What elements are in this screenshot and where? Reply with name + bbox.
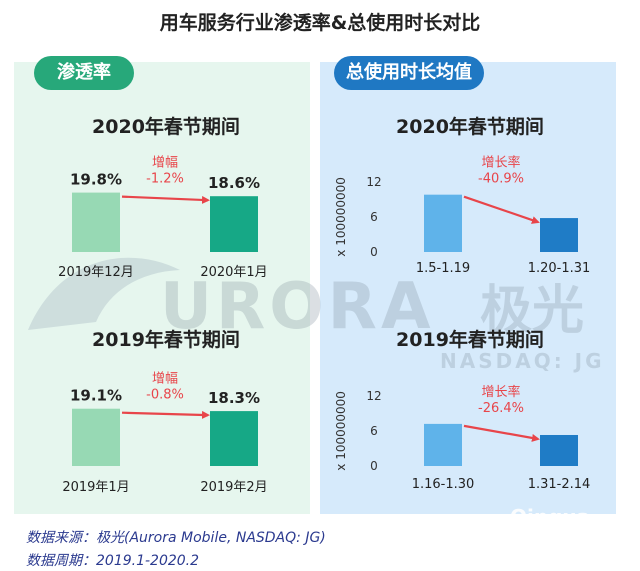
- change-label: 增长率: [481, 384, 520, 400]
- change-label: 增幅: [152, 372, 178, 387]
- bar-1: [72, 408, 120, 466]
- category-label: 2019年1月: [62, 480, 129, 495]
- corner-watermark: Qingua: [510, 505, 590, 529]
- y-tick-label: 6: [370, 210, 378, 224]
- watermark-ticker: NASDAQ: JG: [440, 349, 605, 373]
- chart-title: 2019年春节期间: [396, 328, 544, 351]
- bar-2: [210, 196, 258, 252]
- change-value: -26.4%: [478, 401, 524, 416]
- change-arrow: [463, 424, 540, 442]
- y-axis-label: x 100000000: [334, 177, 348, 257]
- y-tick-label: 12: [366, 389, 381, 403]
- y-tick-label: 0: [370, 245, 378, 259]
- change-arrow: [121, 195, 210, 204]
- category-label: 2020年1月: [200, 265, 267, 280]
- y-axis-label: x 100000000: [334, 391, 348, 471]
- value-label: 18.6%: [208, 174, 260, 192]
- category-label: 2019年2月: [200, 480, 267, 495]
- watermark-brand-cn: 极光: [480, 281, 584, 341]
- category-label: 1.5-1.19: [416, 261, 470, 276]
- bar-1: [424, 423, 462, 466]
- change-value: -0.8%: [146, 388, 184, 403]
- y-tick-label: 0: [370, 459, 378, 473]
- value-label: 18.3%: [208, 389, 260, 407]
- bar-2: [540, 434, 578, 466]
- chart-title: 2020年春节期间: [92, 115, 240, 138]
- category-label: 1.31-2.14: [528, 477, 591, 492]
- category-label: 2019年12月: [58, 265, 134, 280]
- category-label: 1.16-1.30: [412, 477, 475, 492]
- watermark: URORA 极光 NASDAQ: JG: [28, 257, 605, 373]
- y-tick-label: 12: [366, 175, 381, 189]
- change-value: -1.2%: [146, 172, 184, 187]
- y-tick-label: 6: [370, 424, 378, 438]
- penetration-header: 渗透率: [34, 56, 134, 90]
- chart-layer: 2020年春节期间2019年12月19.8%2020年1月18.6%增幅-1.2…: [58, 115, 590, 495]
- value-label: 19.1%: [70, 387, 122, 405]
- change-value: -40.9%: [478, 172, 524, 187]
- change-arrow: [121, 410, 210, 419]
- category-label: 1.20-1.31: [528, 261, 591, 276]
- usage-duration-header: 总使用时长均值: [334, 56, 484, 90]
- value-label: 19.8%: [70, 171, 122, 189]
- main-title: 用车服务行业渗透率&总使用时长对比: [159, 12, 481, 34]
- change-label: 增幅: [152, 156, 178, 171]
- penetration-panel: [14, 62, 310, 514]
- bar-1: [424, 194, 462, 252]
- watermark-brand: URORA: [160, 270, 434, 344]
- bar-2: [210, 411, 258, 466]
- chart-title: 2019年春节期间: [92, 328, 240, 351]
- change-label: 增长率: [481, 155, 520, 171]
- bar-2: [540, 218, 578, 252]
- data-source: 数据来源：极光(Aurora Mobile, NASDAQ: JG): [26, 530, 326, 546]
- aurora-logo-shape: [28, 257, 180, 330]
- bar-1: [72, 192, 120, 252]
- change-arrow: [463, 195, 540, 224]
- data-period: 数据周期：2019.1-2020.2: [26, 553, 200, 569]
- chart-title: 2020年春节期间: [396, 115, 544, 138]
